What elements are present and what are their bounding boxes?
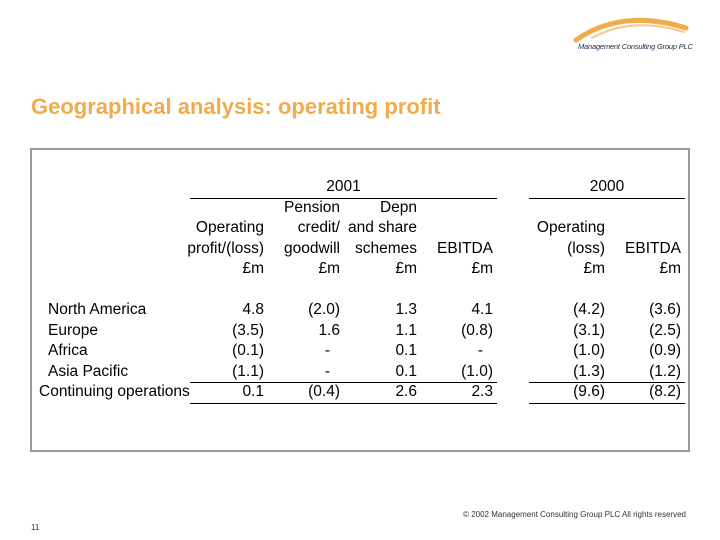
column-header-text: and share xyxy=(348,219,417,236)
logo-text: Management Consulting Group PLC xyxy=(578,42,693,51)
column-header-text: £m xyxy=(471,260,493,277)
table-cell: (1.2) xyxy=(649,362,681,380)
column-header-text: £m xyxy=(242,260,264,277)
table-cell: 1.6 xyxy=(318,321,340,339)
row-label: Africa xyxy=(48,342,88,359)
table-cell: (1.0) xyxy=(573,342,605,359)
table-cell: 1.1 xyxy=(395,321,417,339)
column-header-text: credit/ xyxy=(297,219,340,236)
subtotal-rule-2001 xyxy=(190,382,497,383)
year-2000-header: 2000 xyxy=(589,178,625,195)
table-cell: 1.3 xyxy=(395,301,417,318)
table-cell: - xyxy=(324,362,330,380)
total-cell: (0.4) xyxy=(308,383,340,400)
column-header-text: EBITDA xyxy=(437,239,493,257)
table-cell: (2.0) xyxy=(308,301,340,318)
year-2000-rule xyxy=(529,198,685,199)
table-cell: (1.1) xyxy=(232,362,264,380)
table-cell: (0.1) xyxy=(232,342,264,359)
total-rule-2000 xyxy=(529,403,685,404)
table-cell: (0.8) xyxy=(461,321,493,339)
row-label: Europe xyxy=(48,321,98,339)
total-cell: 0.1 xyxy=(242,383,264,400)
copyright-notice: © 2002 Management Consulting Group PLC A… xyxy=(463,510,686,519)
total-row-label: Continuing operations xyxy=(39,383,190,400)
slide-title: Geographical analysis: operating profit xyxy=(31,94,441,119)
column-header-text: Operating xyxy=(195,219,264,236)
table-cell: (2.5) xyxy=(649,321,681,339)
table-cell: 4.1 xyxy=(471,301,493,318)
table-cell: (3.6) xyxy=(649,301,681,318)
page-number: 11 xyxy=(31,523,40,532)
total-cell: 2.3 xyxy=(471,383,493,400)
table-cell: (3.5) xyxy=(232,321,264,339)
total-cell: 2.6 xyxy=(395,383,417,400)
total-rule-2001 xyxy=(190,403,497,404)
table-cell: 0.1 xyxy=(395,342,417,359)
table-cell: (3.1) xyxy=(573,321,605,339)
column-header-text: schemes xyxy=(354,239,417,257)
column-header-text: goodwill xyxy=(283,239,340,257)
column-header-text: £m xyxy=(659,260,681,277)
company-logo: Management Consulting Group PLC xyxy=(572,14,693,56)
year-2001-rule xyxy=(190,198,497,199)
row-label: Asia Pacific xyxy=(48,362,129,380)
subtotal-rule-2000 xyxy=(529,382,685,383)
logo-arc-icon xyxy=(573,17,689,43)
table-cell: - xyxy=(324,342,330,359)
column-header-text: Operating xyxy=(536,219,605,236)
year-2001-header: 2001 xyxy=(326,178,361,195)
table-cell: 4.8 xyxy=(242,301,264,318)
column-header-text: (loss) xyxy=(567,239,605,257)
table-cell: (1.3) xyxy=(573,362,605,380)
column-header-text: £m xyxy=(318,260,340,277)
table-cell: 0.1 xyxy=(395,362,417,380)
total-cell: (8.2) xyxy=(649,383,681,400)
table-cell: - xyxy=(477,342,483,359)
column-header-text: Pension xyxy=(283,198,340,216)
table-cell: (4.2) xyxy=(573,301,605,318)
column-header-text: profit/(loss) xyxy=(187,239,264,257)
column-header-text: EBITDA xyxy=(625,239,681,257)
column-header-text: Depn xyxy=(379,198,417,216)
column-header-text: £m xyxy=(395,260,417,277)
table-cell: (0.9) xyxy=(649,342,681,359)
total-cell: (9.6) xyxy=(573,383,605,400)
row-label: North America xyxy=(48,301,147,318)
column-header-text: £m xyxy=(583,260,605,277)
table-cell: (1.0) xyxy=(461,362,493,380)
